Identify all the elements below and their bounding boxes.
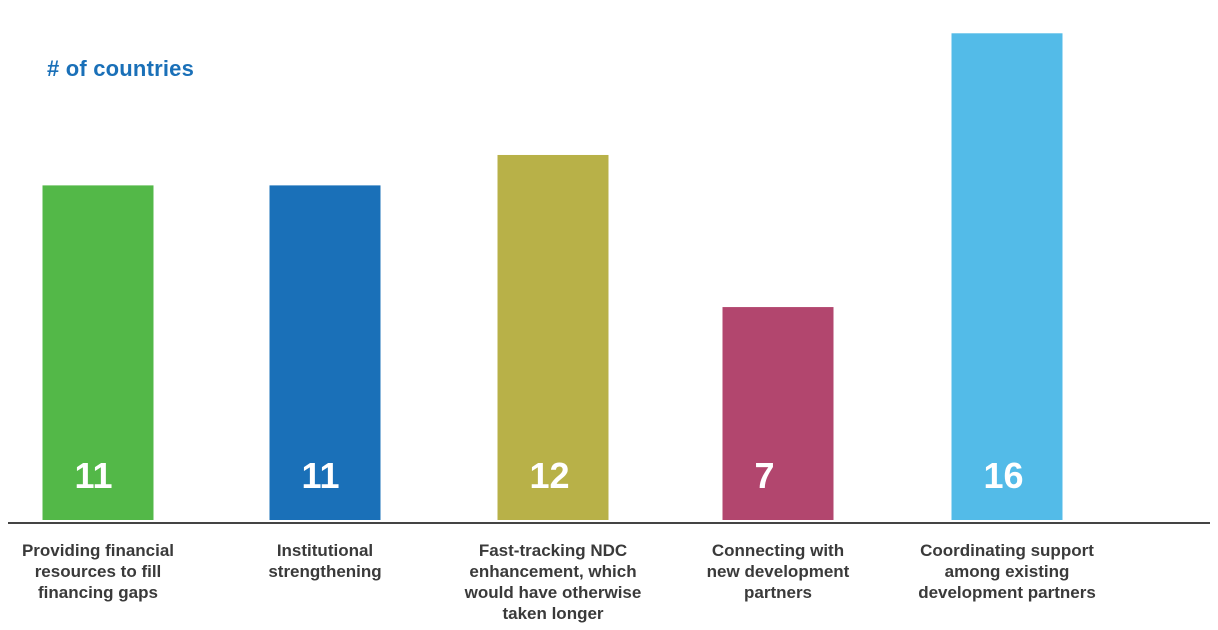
category-label-line: Fast-tracking NDC (443, 540, 663, 561)
category-label-1: Providing financial resources to fill fina… (0, 540, 208, 603)
category-label-line: taken longer (443, 603, 663, 624)
category-label-line: would have otherwise (443, 582, 663, 603)
category-label-5: Coordinating support among existing develo… (897, 540, 1117, 603)
category-label-line: among existing (897, 561, 1117, 582)
category-label-line: strengthening (215, 561, 435, 582)
category-label-line: enhancement, which (443, 561, 663, 582)
bar-value-label-4: 7 (755, 455, 775, 496)
bar-5 (952, 33, 1063, 520)
category-label-4: Connecting with new development partners (668, 540, 888, 603)
category-label-line: new development (668, 561, 888, 582)
category-label-3: Fast-tracking NDC enhancement, which would… (443, 540, 663, 624)
bar-value-label-2: 11 (302, 455, 340, 496)
category-label-2: Institutional strengthening (215, 540, 435, 582)
bars-group: 11 11 12 7 16 (43, 33, 1063, 520)
category-label-line: Providing financial (0, 540, 208, 561)
bar-value-label-5: 16 (984, 455, 1024, 496)
category-label-line: Institutional (215, 540, 435, 561)
bar-4 (723, 307, 834, 520)
category-label-line: resources to fill (0, 561, 208, 582)
category-label-line: Connecting with (668, 540, 888, 561)
category-label-line: development partners (897, 582, 1117, 603)
bar-value-label-3: 12 (530, 455, 570, 496)
category-label-line: Coordinating support (897, 540, 1117, 561)
category-label-line: financing gaps (0, 582, 208, 603)
category-label-line: partners (668, 582, 888, 603)
bar-value-label-1: 11 (75, 455, 113, 496)
